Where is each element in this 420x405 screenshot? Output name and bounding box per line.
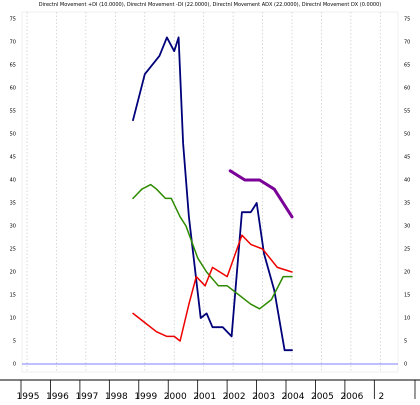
y-tick-label-left: 0 — [13, 362, 16, 368]
series-line-dx — [132, 36, 293, 352]
x-tick-label: 2006 — [340, 392, 363, 400]
y-tick-label-right: 5 — [404, 339, 407, 345]
y-tick-label-left: 40 — [10, 178, 16, 184]
x-tick-label: 2 — [378, 392, 384, 400]
chart-title: Directnl Movement +DI (10.0000), Directn… — [38, 2, 382, 8]
y-tick-label-right: 15 — [404, 293, 410, 299]
x-tick-label: 1998 — [105, 392, 128, 400]
x-tick-label: 2000 — [164, 392, 187, 400]
y-tick-label-right: 70 — [404, 40, 410, 46]
x-tick-label: 2002 — [223, 392, 246, 400]
y-tick-label-right: 25 — [404, 247, 410, 253]
y-tick-label-right: 20 — [404, 270, 410, 276]
y-tick-label-left: 25 — [10, 247, 16, 253]
x-tick-label: 2001 — [193, 392, 216, 400]
x-tick-label: 2004 — [282, 392, 305, 400]
plot-frame — [21, 11, 399, 373]
y-tick-label-right: 10 — [404, 316, 410, 322]
y-tick-label-right: 0 — [404, 362, 407, 368]
y-tick-label-left: 75 — [10, 17, 16, 23]
y-tick-label-left: 65 — [10, 63, 16, 69]
y-tick-label-left: 45 — [10, 155, 16, 161]
x-tick-label: 1996 — [46, 392, 69, 400]
y-tick-label-right: 60 — [404, 86, 410, 92]
y-tick-label-left: 30 — [10, 224, 16, 230]
y-tick-label-left: 50 — [10, 132, 16, 138]
y-tick-label-left: 10 — [10, 316, 16, 322]
y-tick-label-right: 75 — [404, 17, 410, 23]
y-tick-label-left: 15 — [10, 293, 16, 299]
y-tick-label-right: 30 — [404, 224, 410, 230]
series-line-adx — [228, 169, 294, 219]
x-tick-label: 1997 — [75, 392, 98, 400]
y-tick-label-left: 35 — [10, 201, 16, 207]
series-line-minus_di — [132, 234, 293, 342]
y-tick-label-right: 35 — [404, 201, 410, 207]
series-line-plus_di — [132, 183, 293, 310]
y-tick-label-right: 45 — [404, 155, 410, 161]
y-tick-label-right: 40 — [404, 178, 410, 184]
x-tick-label: 2005 — [311, 392, 334, 400]
y-tick-label-left: 5 — [13, 339, 16, 345]
y-tick-label-right: 65 — [404, 63, 410, 69]
y-tick-label-right: 55 — [404, 109, 410, 115]
y-tick-label-right: 50 — [404, 132, 410, 138]
y-tick-label-left: 60 — [10, 86, 16, 92]
x-tick-label: 2003 — [252, 392, 275, 400]
y-tick-label-left: 55 — [10, 109, 16, 115]
y-tick-label-left: 20 — [10, 270, 16, 276]
y-tick-label-left: 70 — [10, 40, 16, 46]
x-tick-label: 1995 — [17, 392, 40, 400]
x-tick-label: 1999 — [134, 392, 157, 400]
